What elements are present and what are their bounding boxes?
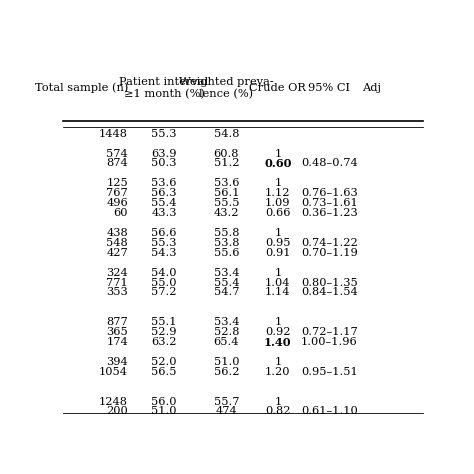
Text: 0.95: 0.95 bbox=[265, 238, 291, 248]
Text: 43.3: 43.3 bbox=[151, 208, 177, 218]
Text: 1.20: 1.20 bbox=[265, 367, 291, 377]
Text: 56.6: 56.6 bbox=[151, 228, 177, 238]
Text: 1: 1 bbox=[274, 268, 282, 278]
Text: 324: 324 bbox=[106, 268, 128, 278]
Text: 50.3: 50.3 bbox=[151, 158, 177, 168]
Text: 200: 200 bbox=[106, 406, 128, 417]
Text: 53.4: 53.4 bbox=[214, 268, 239, 278]
Text: Crude OR: Crude OR bbox=[249, 83, 306, 93]
Text: 0.95–1.51: 0.95–1.51 bbox=[301, 367, 357, 377]
Text: 63.2: 63.2 bbox=[151, 337, 177, 347]
Text: 0.74–1.22: 0.74–1.22 bbox=[301, 238, 357, 248]
Text: 427: 427 bbox=[106, 248, 128, 258]
Text: 51.0: 51.0 bbox=[214, 357, 239, 367]
Text: 65.4: 65.4 bbox=[214, 337, 239, 347]
Text: 767: 767 bbox=[106, 188, 128, 198]
Text: 0.70–1.19: 0.70–1.19 bbox=[301, 248, 357, 258]
Text: 874: 874 bbox=[106, 158, 128, 168]
Text: Adj: Adj bbox=[362, 83, 381, 93]
Text: 55.6: 55.6 bbox=[214, 248, 239, 258]
Text: 55.3: 55.3 bbox=[151, 129, 177, 139]
Text: 53.8: 53.8 bbox=[214, 238, 239, 248]
Text: 0.91: 0.91 bbox=[265, 248, 291, 258]
Text: 125: 125 bbox=[106, 178, 128, 188]
Text: Weighted preva-
lence (%): Weighted preva- lence (%) bbox=[179, 77, 274, 99]
Text: 55.4: 55.4 bbox=[151, 198, 177, 208]
Text: 0.72–1.17: 0.72–1.17 bbox=[301, 327, 357, 337]
Text: 548: 548 bbox=[106, 238, 128, 248]
Text: 54.3: 54.3 bbox=[151, 248, 177, 258]
Text: 0.76–1.63: 0.76–1.63 bbox=[301, 188, 357, 198]
Text: 1: 1 bbox=[274, 357, 282, 367]
Text: 55.1: 55.1 bbox=[151, 317, 177, 327]
Text: 0.92: 0.92 bbox=[265, 327, 291, 337]
Text: 394: 394 bbox=[106, 357, 128, 367]
Text: 474: 474 bbox=[216, 406, 237, 417]
Text: 56.2: 56.2 bbox=[214, 367, 239, 377]
Text: 52.0: 52.0 bbox=[151, 357, 177, 367]
Text: 1.12: 1.12 bbox=[265, 188, 291, 198]
Text: 0.66: 0.66 bbox=[265, 208, 291, 218]
Text: 1: 1 bbox=[274, 317, 282, 327]
Text: Patient interval
≥1 month (%): Patient interval ≥1 month (%) bbox=[119, 77, 209, 99]
Text: 56.1: 56.1 bbox=[214, 188, 239, 198]
Text: 1.40: 1.40 bbox=[264, 337, 292, 347]
Text: 55.0: 55.0 bbox=[151, 277, 177, 288]
Text: 1: 1 bbox=[274, 228, 282, 238]
Text: 0.80–1.35: 0.80–1.35 bbox=[301, 277, 357, 288]
Text: 51.2: 51.2 bbox=[214, 158, 239, 168]
Text: 56.0: 56.0 bbox=[151, 397, 177, 407]
Text: 53.6: 53.6 bbox=[151, 178, 177, 188]
Text: 1248: 1248 bbox=[99, 397, 128, 407]
Text: 496: 496 bbox=[106, 198, 128, 208]
Text: 1: 1 bbox=[274, 397, 282, 407]
Text: Total sample (n): Total sample (n) bbox=[35, 82, 128, 93]
Text: 353: 353 bbox=[106, 287, 128, 297]
Text: 0.73–1.61: 0.73–1.61 bbox=[301, 198, 357, 208]
Text: 365: 365 bbox=[106, 327, 128, 337]
Text: 53.6: 53.6 bbox=[214, 178, 239, 188]
Text: 438: 438 bbox=[106, 228, 128, 238]
Text: 771: 771 bbox=[106, 277, 128, 288]
Text: 43.2: 43.2 bbox=[214, 208, 239, 218]
Text: 55.5: 55.5 bbox=[214, 198, 239, 208]
Text: 0.82: 0.82 bbox=[265, 406, 291, 417]
Text: 54.8: 54.8 bbox=[214, 129, 239, 139]
Text: 1.00–1.96: 1.00–1.96 bbox=[301, 337, 357, 347]
Text: 1.09: 1.09 bbox=[265, 198, 291, 208]
Text: 1: 1 bbox=[274, 148, 282, 159]
Text: 1448: 1448 bbox=[99, 129, 128, 139]
Text: 55.4: 55.4 bbox=[214, 277, 239, 288]
Text: 51.0: 51.0 bbox=[151, 406, 177, 417]
Text: 0.48–0.74: 0.48–0.74 bbox=[301, 158, 357, 168]
Text: 1.04: 1.04 bbox=[265, 277, 291, 288]
Text: 54.7: 54.7 bbox=[214, 287, 239, 297]
Text: 0.61–1.10: 0.61–1.10 bbox=[301, 406, 357, 417]
Text: 0.36–1.23: 0.36–1.23 bbox=[301, 208, 357, 218]
Text: 53.4: 53.4 bbox=[214, 317, 239, 327]
Text: 55.7: 55.7 bbox=[214, 397, 239, 407]
Text: 174: 174 bbox=[106, 337, 128, 347]
Text: 56.3: 56.3 bbox=[151, 188, 177, 198]
Text: 1: 1 bbox=[274, 178, 282, 188]
Text: 0.84–1.54: 0.84–1.54 bbox=[301, 287, 357, 297]
Text: 52.9: 52.9 bbox=[151, 327, 177, 337]
Text: 56.5: 56.5 bbox=[151, 367, 177, 377]
Text: 55.3: 55.3 bbox=[151, 238, 177, 248]
Text: 95% CI: 95% CI bbox=[308, 83, 350, 93]
Text: 60: 60 bbox=[113, 208, 128, 218]
Text: 1054: 1054 bbox=[99, 367, 128, 377]
Text: 60.8: 60.8 bbox=[214, 148, 239, 159]
Text: 63.9: 63.9 bbox=[151, 148, 177, 159]
Text: 57.2: 57.2 bbox=[151, 287, 177, 297]
Text: 1.14: 1.14 bbox=[265, 287, 291, 297]
Text: 52.8: 52.8 bbox=[214, 327, 239, 337]
Text: 0.60: 0.60 bbox=[264, 158, 292, 169]
Text: 877: 877 bbox=[106, 317, 128, 327]
Text: 55.8: 55.8 bbox=[214, 228, 239, 238]
Text: 54.0: 54.0 bbox=[151, 268, 177, 278]
Text: 574: 574 bbox=[106, 148, 128, 159]
